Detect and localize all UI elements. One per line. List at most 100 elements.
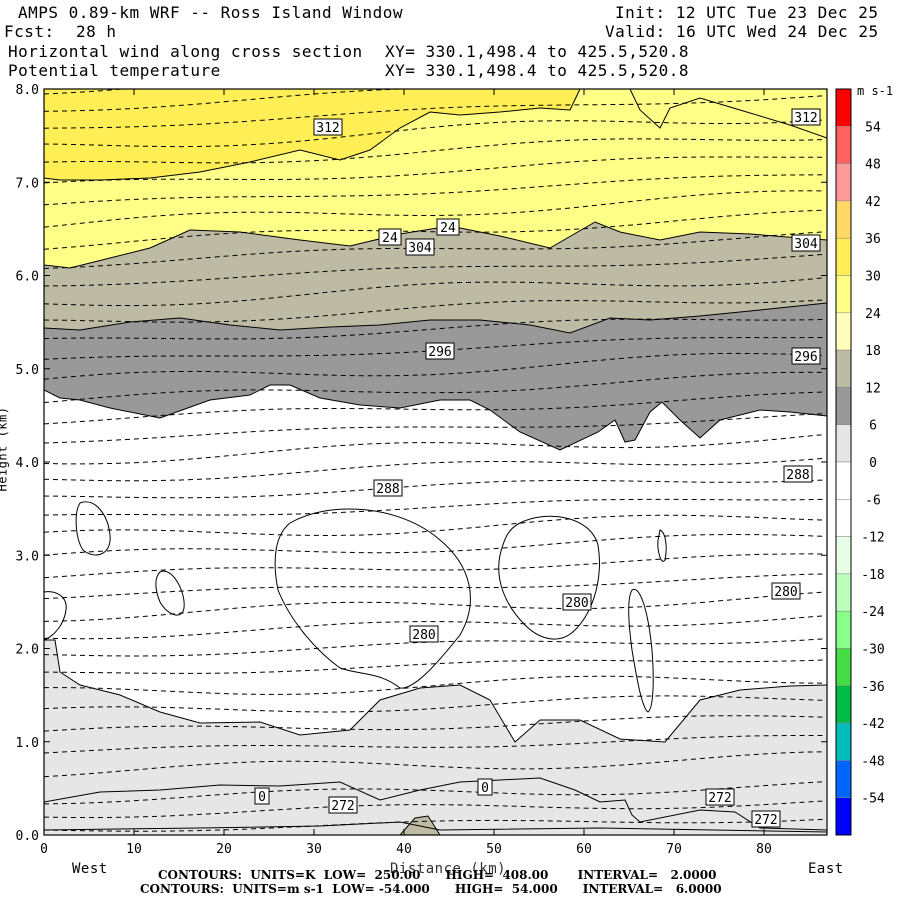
y-tick-label: 5.0 — [16, 363, 39, 378]
theta-label: 312 — [794, 111, 817, 126]
theta-line — [44, 751, 825, 778]
theta-line — [44, 28, 824, 74]
colorbar-level: 54 — [865, 120, 881, 135]
valid-time: Valid: 16 UTC Wed 24 Dec 25 — [605, 22, 879, 41]
x-tick-label: 30 — [306, 842, 322, 857]
colorbar-frame — [835, 88, 852, 836]
y-tick-label: 3.0 — [16, 549, 39, 564]
white-island-2 — [155, 570, 185, 616]
field-name-wind: Horizontal wind along cross section — [8, 42, 363, 61]
theta-label: 304 — [794, 237, 818, 252]
x-tick-label: 70 — [666, 842, 682, 857]
theta-label-box — [783, 465, 813, 483]
colorbar-level: -42 — [861, 717, 884, 732]
footer-theta-contours: CONTOURS: UNITS=K LOW= 250.00 HIGH= 408.… — [158, 868, 717, 882]
theta-label-box — [425, 342, 455, 360]
theta-line — [44, 371, 825, 403]
white-island-7 — [44, 591, 67, 641]
theta-label: 288 — [376, 482, 399, 497]
theta-label: 296 — [428, 345, 451, 360]
theta-line — [44, 209, 825, 250]
x-tick-label: 60 — [576, 842, 592, 857]
colorbar-swatch — [835, 610, 852, 649]
theta-line — [44, 457, 825, 482]
y-axis: 0.0 1.0 2.0 3.0 4.0 5.0 6.0 7.0 8.0 — [16, 83, 827, 844]
theta-line — [44, 391, 825, 425]
colorbar-level: -36 — [861, 680, 884, 695]
y-tick-label: 0.0 — [16, 829, 39, 844]
x-tick-label: 40 — [396, 842, 412, 857]
theta-line — [44, 818, 825, 832]
theta-label-box — [791, 108, 821, 126]
contour-labels: 312 312 304 304 296 296 288 288 280 280 280 272 272 2… — [254, 108, 821, 828]
colorbar-swatch — [835, 685, 852, 724]
fill-12-to-18 — [44, 303, 827, 450]
colorbar-swatch — [835, 275, 852, 314]
x-tick-label: 0 — [40, 842, 48, 857]
footer-wind-contours: CONTOURS: UNITS=m s-1 LOW= -54.000 HIGH=… — [140, 882, 722, 896]
colorbar-level: -48 — [861, 754, 884, 769]
theta-line — [44, 299, 825, 323]
theta-line — [44, 675, 824, 695]
theta-line — [44, 695, 825, 713]
theta-label: 312 — [316, 121, 339, 136]
fill-18-to-24 — [44, 222, 827, 333]
theta-line — [44, 434, 825, 465]
theta-label-box — [373, 479, 403, 497]
theta-label: 304 — [408, 241, 432, 256]
colorbar-level: 42 — [865, 195, 881, 210]
colorbar-level: -30 — [861, 643, 884, 658]
colorbar-level: 48 — [865, 158, 881, 173]
colorbar: 54 48 42 36 30 24 18 12 6 0 -6 -12 -18 -24 -30 -36 -42 -4… — [835, 84, 893, 836]
theta-line — [44, 253, 825, 287]
theta-label: 280 — [412, 628, 435, 643]
colorbar-swatch — [835, 349, 852, 388]
y-tick-label: 8.0 — [16, 83, 39, 98]
colorbar-level: 30 — [865, 270, 881, 285]
wind-label-box — [254, 787, 270, 805]
theta-line — [44, 479, 825, 499]
theta-line — [44, 413, 825, 444]
wind-speed-fill — [44, 28, 827, 835]
x-end-left-label: West — [72, 861, 108, 877]
theta-label-box — [791, 347, 821, 365]
cross-section-coords-1: XY= 330.1,498.4 to 425.5,520.8 — [385, 42, 689, 61]
colorbar-level: 24 — [865, 307, 881, 322]
colorbar-swatch — [835, 387, 852, 425]
chart-title: AMPS 0.89-km WRF -- Ross Island Window — [18, 3, 404, 22]
x-axis-label: Distance (km) — [390, 861, 507, 877]
theta-label-box — [791, 234, 821, 252]
theta-line — [44, 735, 824, 754]
colorbar-level: 6 — [869, 419, 877, 434]
colorbar-level: -54 — [861, 792, 885, 807]
theta-line — [44, 174, 825, 206]
colorbar-level: 0 — [869, 456, 877, 471]
x-tick-label: 50 — [486, 842, 502, 857]
theta-line — [44, 95, 825, 129]
colorbar-swatch — [835, 760, 852, 798]
wind-label: 24 — [440, 221, 456, 236]
theta-label: 280 — [565, 596, 588, 611]
theta-line — [44, 156, 825, 184]
colorbar-swatch — [835, 499, 852, 537]
x-axis: 0 10 20 30 40 50 60 70 80 — [40, 89, 772, 857]
colorbar-swatch — [835, 424, 852, 463]
y-axis-label: Height (km) — [0, 406, 10, 492]
y-tick-label: 7.0 — [16, 176, 39, 191]
theta-label: 280 — [774, 585, 797, 600]
theta-line — [44, 781, 825, 805]
white-island-6 — [657, 529, 667, 562]
theta-label-box — [751, 810, 781, 828]
cross-section-coords-2: XY= 330.1,498.4 to 425.5,520.8 — [385, 61, 689, 80]
theta-line — [44, 659, 825, 674]
x-end-right-label: East — [808, 861, 844, 877]
colorbar-swatch — [835, 461, 852, 500]
white-island-5 — [628, 588, 654, 713]
y-tick-label: 2.0 — [16, 643, 39, 658]
forecast-label: Fcst: — [4, 22, 55, 41]
y-tick-label: 4.0 — [16, 456, 39, 471]
theta-line — [44, 573, 825, 600]
colorbar-level: -24 — [861, 605, 885, 620]
fill-6-to-12 — [44, 640, 827, 835]
